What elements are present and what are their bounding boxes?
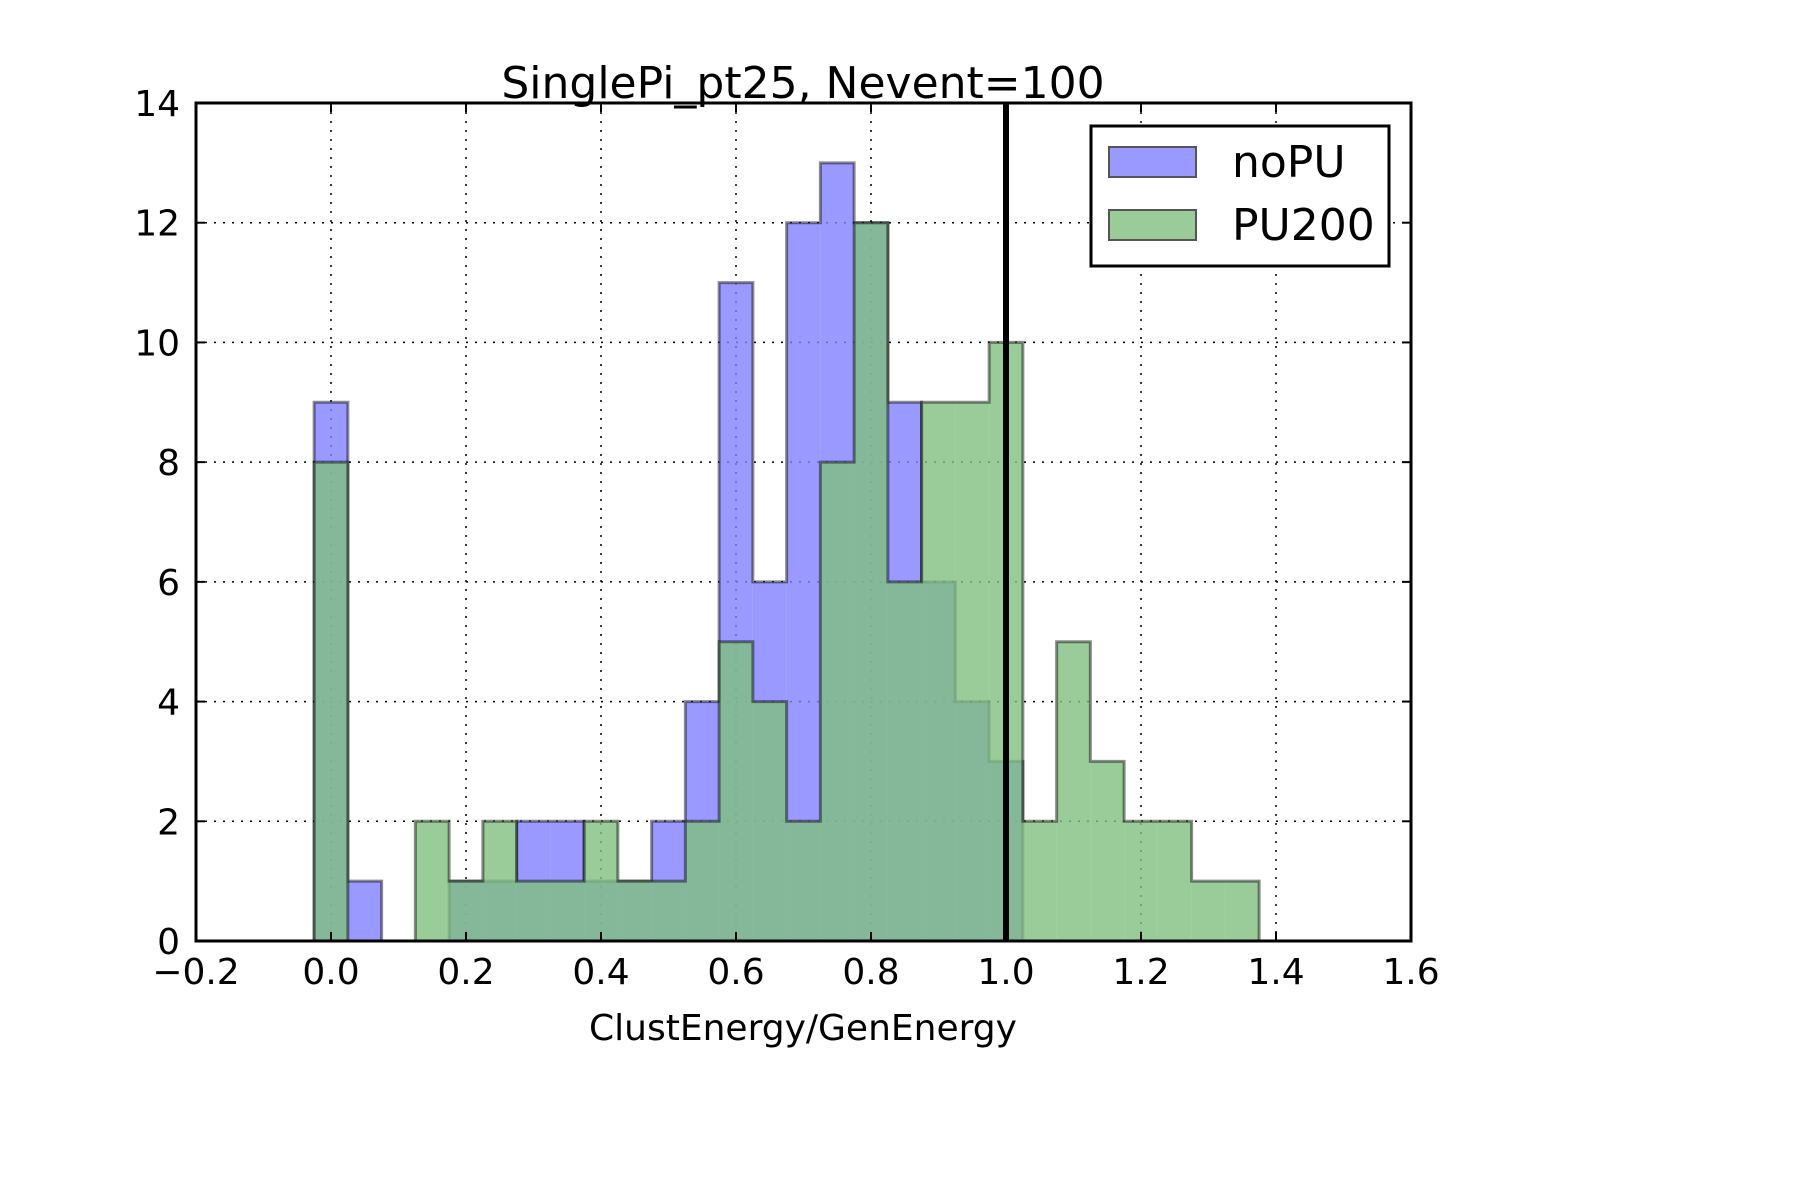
x-tick-label: 0.0 bbox=[302, 952, 359, 993]
histogram-bars bbox=[312, 161, 1261, 943]
x-tick-label: 1.2 bbox=[1112, 952, 1169, 993]
y-tick-label: 4 bbox=[157, 683, 180, 724]
bar-pu200 bbox=[1090, 761, 1125, 941]
bar-pu200 bbox=[415, 821, 450, 941]
bar-pu200 bbox=[584, 821, 618, 941]
plot-frame bbox=[194, 101, 1413, 943]
bar-pu200 bbox=[651, 881, 686, 941]
legend-label-pu200: PU200 bbox=[1232, 200, 1375, 251]
bar-pu200 bbox=[1056, 641, 1091, 941]
x-tick-label: 1.0 bbox=[977, 952, 1034, 993]
y-tick-label: 8 bbox=[157, 443, 180, 484]
x-tick-label: 1.4 bbox=[1247, 952, 1304, 993]
x-tick-label: 0.2 bbox=[437, 952, 494, 993]
bar-pu200 bbox=[887, 581, 922, 941]
bar-pu200 bbox=[854, 222, 888, 941]
bar-pu200 bbox=[617, 881, 652, 941]
bar-pu200 bbox=[314, 462, 348, 941]
bar-pu200 bbox=[1225, 881, 1260, 941]
bar-pu200 bbox=[921, 402, 956, 941]
legend: noPU PU200 bbox=[1089, 124, 1391, 268]
y-tick-label: 0 bbox=[157, 922, 180, 963]
y-tick-label: 2 bbox=[157, 802, 180, 843]
bar-pu200 bbox=[955, 402, 990, 941]
bar-pu200 bbox=[516, 881, 551, 941]
outline-pu200 bbox=[312, 221, 1261, 943]
x-tick-label: −0.2 bbox=[152, 952, 239, 993]
x-tick-label: 0.8 bbox=[842, 952, 899, 993]
y-tick-label: 6 bbox=[157, 563, 180, 604]
y-tick-label: 14 bbox=[134, 84, 180, 125]
bar-pu200 bbox=[550, 881, 585, 941]
bar-pu200 bbox=[685, 821, 720, 941]
bar-nopu bbox=[347, 881, 382, 941]
y-tick-label: 12 bbox=[134, 204, 180, 245]
axis-ticks: −0.2 0.0 0.2 0.4 0.6 0.8 1.0 1.2 1.4 1.6 0 2 4 6 8 10 12… bbox=[134, 84, 1439, 993]
bar-pu200 bbox=[482, 821, 517, 941]
x-tick-label: 0.6 bbox=[707, 952, 764, 993]
legend-label-nopu: noPU bbox=[1232, 137, 1346, 188]
bar-pu200 bbox=[752, 701, 787, 941]
x-tick-label: 0.4 bbox=[572, 952, 629, 993]
bar-pu200 bbox=[1157, 821, 1192, 941]
legend-swatch-pu200 bbox=[1108, 209, 1197, 241]
legend-swatch-nopu bbox=[1108, 146, 1197, 178]
x-tick-label: 1.6 bbox=[1382, 952, 1439, 993]
chart-title: SinglePi_pt25, Nevent=100 bbox=[501, 58, 1104, 109]
bar-pu200 bbox=[449, 881, 483, 941]
bar-pu200 bbox=[786, 821, 821, 941]
x-axis-label: ClustEnergy/GenEnergy bbox=[589, 1008, 1017, 1049]
series-pu200 bbox=[312, 221, 1261, 943]
bar-pu200 bbox=[1124, 821, 1158, 941]
bar-pu200 bbox=[719, 641, 753, 941]
bar-pu200 bbox=[820, 462, 855, 941]
y-tick-label: 10 bbox=[134, 323, 180, 364]
bar-pu200 bbox=[1191, 881, 1226, 941]
bar-pu200 bbox=[1022, 821, 1057, 941]
